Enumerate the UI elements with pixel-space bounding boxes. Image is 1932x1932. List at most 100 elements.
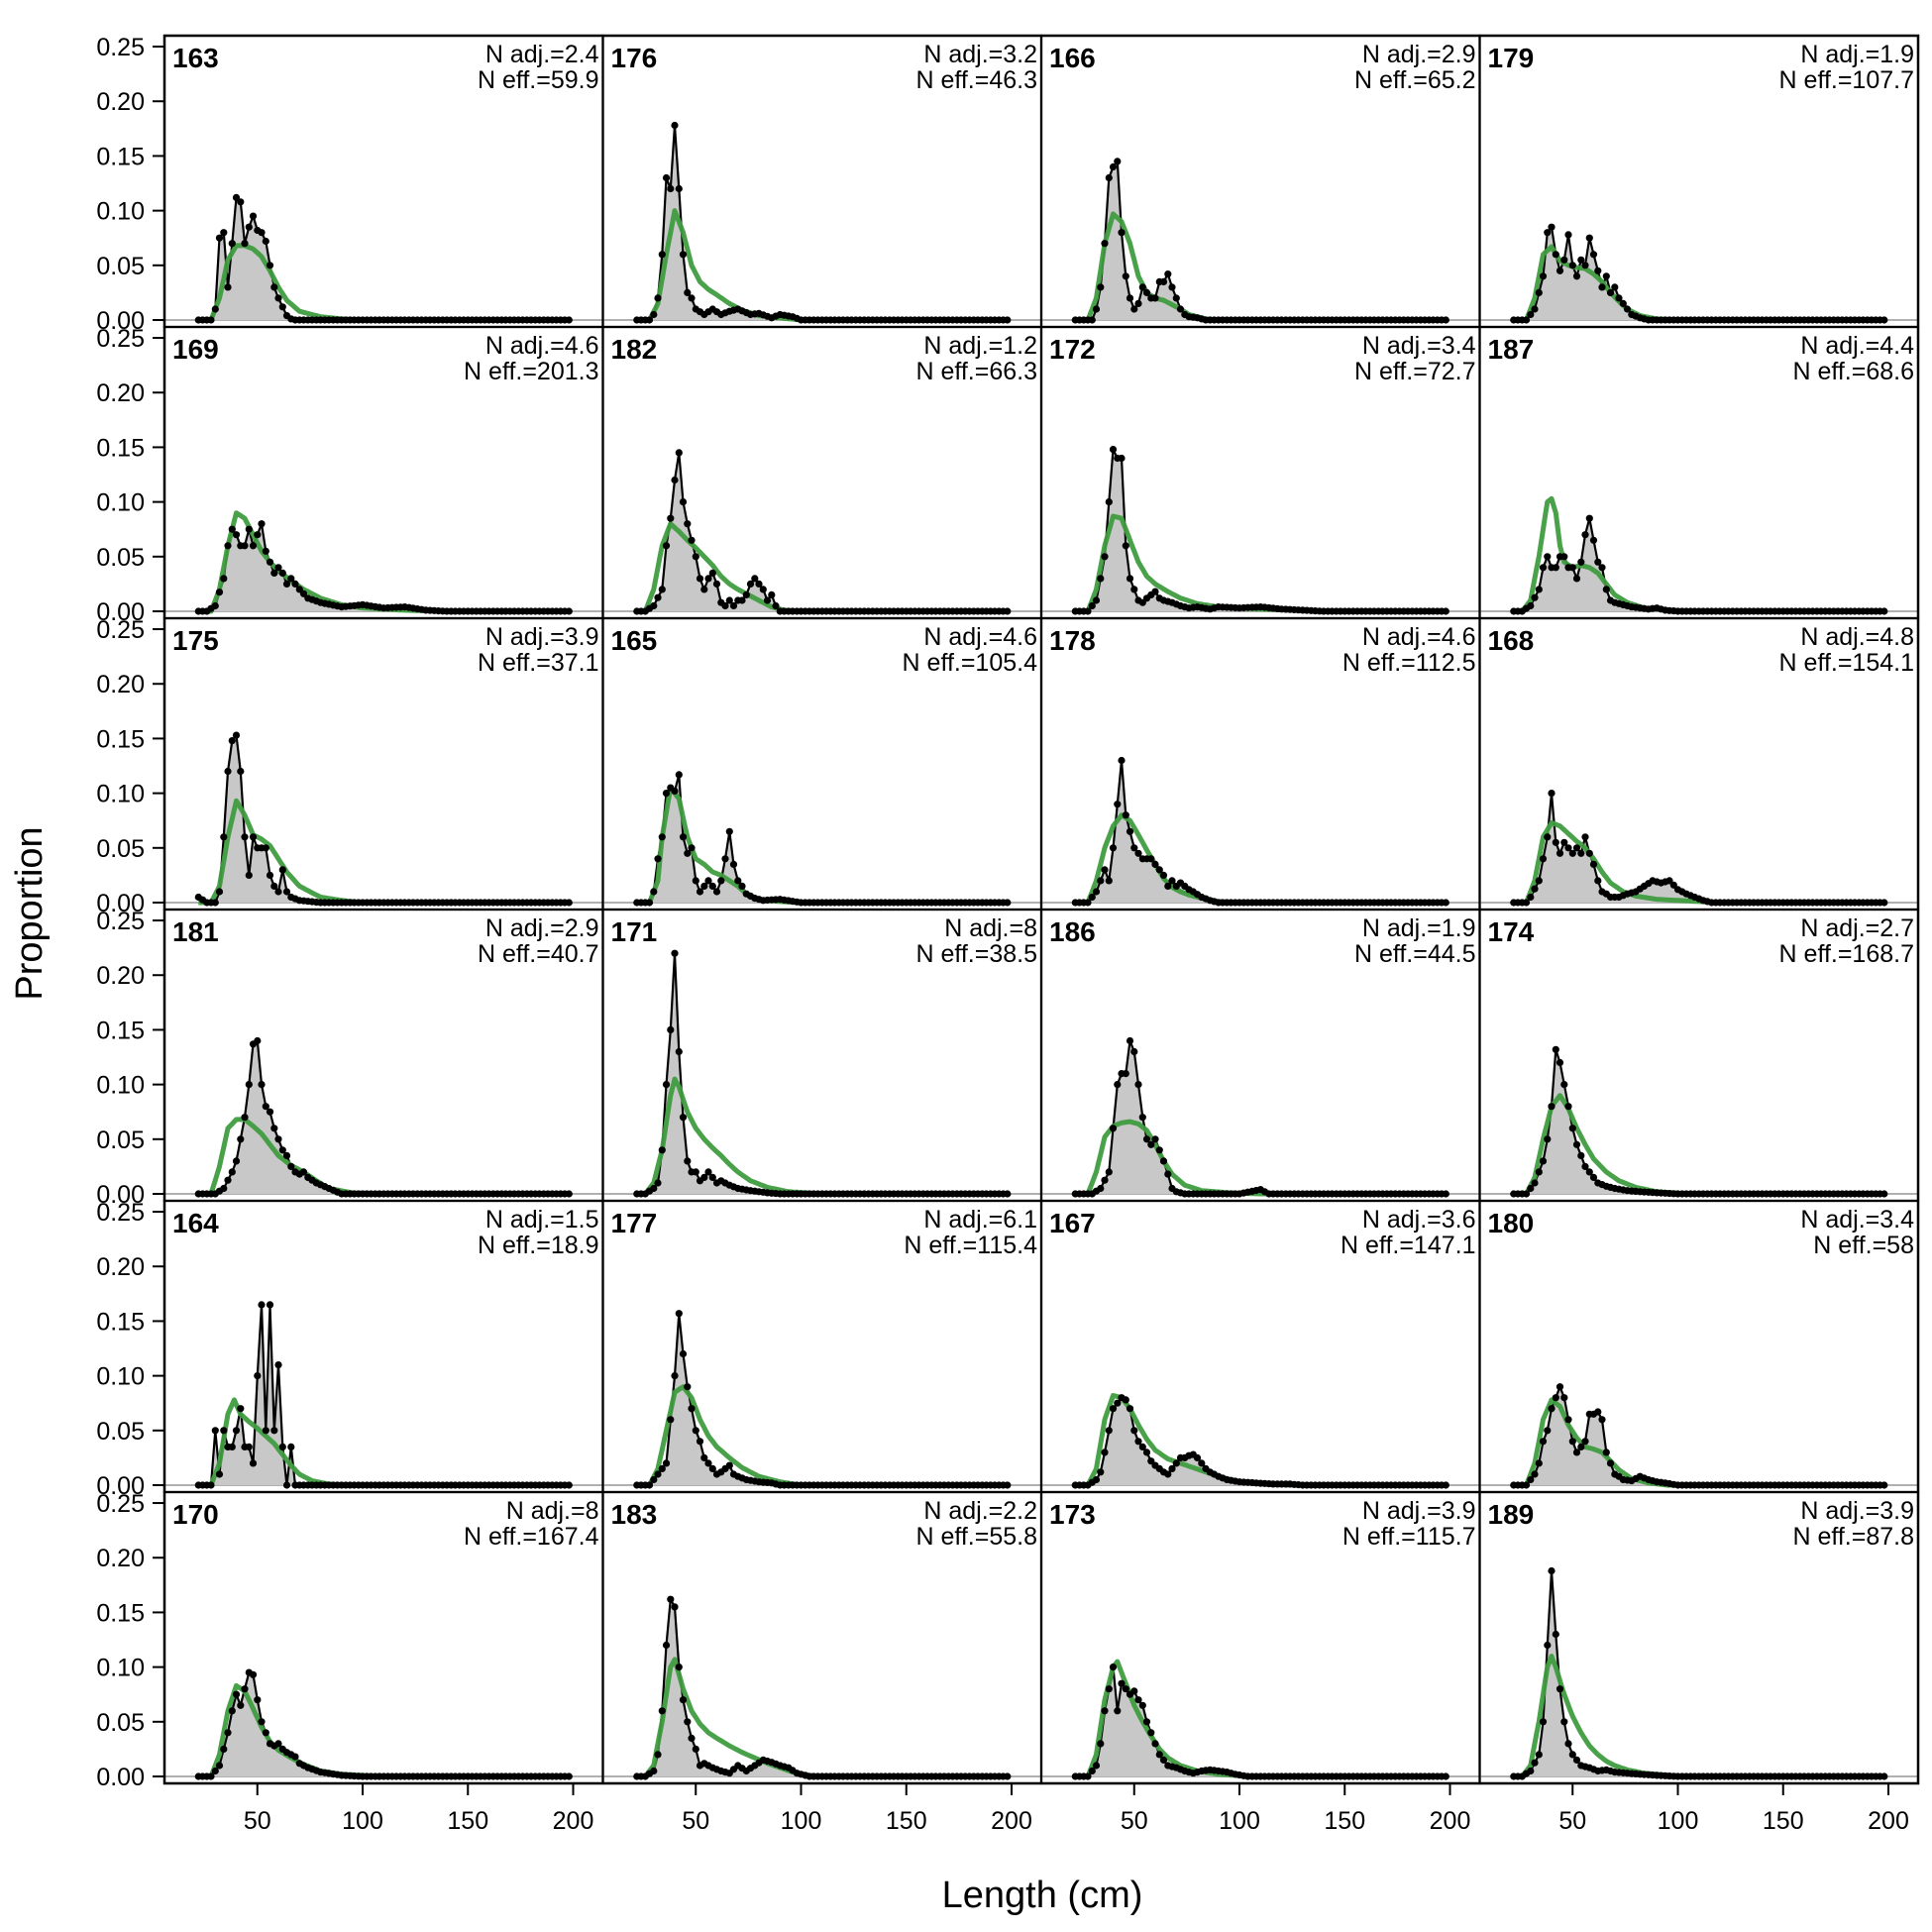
- observed-point: [237, 198, 245, 206]
- axes-layer: 0.000.050.100.150.200.250.000.050.100.15…: [96, 34, 1920, 1835]
- observed-point: [282, 888, 291, 896]
- panel-177: 177 N adj.=6.1N eff.=115.4: [601, 1199, 1043, 1494]
- observed-point: [704, 575, 712, 583]
- observed-points: [194, 1036, 573, 1198]
- observed-point: [262, 1729, 269, 1737]
- observed-point: [763, 596, 772, 604]
- observed-point: [1577, 558, 1585, 566]
- observed-point: [1556, 1685, 1564, 1693]
- observed-point: [274, 564, 282, 572]
- observed-point: [738, 882, 746, 891]
- panel-label: 176: [611, 43, 658, 73]
- observed-point: [1880, 316, 1888, 324]
- panel-label: 186: [1049, 916, 1096, 947]
- panel-label: 166: [1049, 43, 1096, 73]
- observed-points: [633, 949, 1012, 1198]
- n-adj-label: N adj.=4.6: [923, 623, 1037, 651]
- observed-point: [266, 1108, 274, 1116]
- observed-point: [1527, 601, 1535, 610]
- observed-point: [675, 1047, 683, 1056]
- observed-point: [228, 1707, 236, 1715]
- panel-label: 171: [611, 916, 658, 947]
- observed-point: [1556, 1058, 1564, 1067]
- observed-point: [708, 569, 716, 578]
- observed-point: [241, 1685, 249, 1693]
- y-tick-label: 0.05: [96, 544, 145, 572]
- observed-point: [1134, 1438, 1142, 1446]
- observed-point: [211, 1767, 219, 1775]
- x-tick-label: 50: [1558, 1807, 1586, 1835]
- observed-point: [1531, 593, 1539, 601]
- observed-point: [228, 1168, 236, 1176]
- observed-point: [274, 1135, 282, 1143]
- observed-point: [254, 531, 262, 539]
- observed-point: [1568, 564, 1576, 572]
- n-adj-label: N adj.=1.9: [1800, 41, 1914, 68]
- observed-point: [1097, 283, 1105, 291]
- observed-point: [671, 121, 679, 130]
- observed-point: [1880, 1190, 1888, 1198]
- observed-point: [688, 1405, 696, 1413]
- observed-point: [1151, 588, 1159, 595]
- x-tick-label: 200: [1868, 1807, 1909, 1835]
- observed-point: [746, 580, 755, 589]
- observed-points: [1071, 446, 1449, 615]
- n-adj-label: N adj.=3.9: [1800, 1497, 1914, 1525]
- observed-point: [684, 520, 692, 528]
- observed-point: [650, 310, 658, 319]
- observed-point: [1527, 1475, 1535, 1484]
- observed-point: [734, 877, 742, 885]
- observed-point: [1539, 1157, 1548, 1165]
- observed-point: [721, 601, 729, 610]
- observed-point: [675, 449, 683, 457]
- observed-point: [759, 586, 767, 593]
- observed-point: [1092, 1475, 1101, 1484]
- observed-point: [1101, 553, 1109, 561]
- panel-label: 178: [1049, 625, 1096, 656]
- observed-point: [1606, 288, 1615, 296]
- observed-point: [215, 1470, 224, 1478]
- observed-point: [1198, 1459, 1206, 1467]
- observed-point: [211, 1427, 219, 1435]
- observed-point: [241, 542, 249, 550]
- observed-point: [662, 173, 671, 182]
- observed-point: [1164, 882, 1172, 891]
- observed-point: [1598, 283, 1606, 291]
- observed-area: [636, 452, 1008, 611]
- observed-point: [1109, 1125, 1118, 1132]
- observed-area: [1075, 1666, 1447, 1776]
- y-tick-label: 0.15: [96, 143, 145, 170]
- observed-point: [667, 1416, 675, 1424]
- observed-point: [1544, 1427, 1552, 1435]
- observed-point: [258, 1718, 266, 1726]
- observed-point: [1522, 1481, 1531, 1489]
- observed-point: [1118, 229, 1126, 237]
- observed-line: [636, 953, 1008, 1196]
- observed-point: [650, 1475, 658, 1484]
- observed-point: [241, 1114, 249, 1122]
- observed-point: [1004, 316, 1012, 324]
- observed-point: [654, 1470, 662, 1478]
- observed-line: [198, 1304, 570, 1487]
- observed-point: [1142, 288, 1151, 296]
- n-adj-label: N adj.=3.6: [1362, 1206, 1476, 1234]
- y-tick-label: 0.05: [96, 1418, 145, 1446]
- observed-point: [688, 294, 696, 302]
- observed-point: [254, 1696, 262, 1704]
- x-tick-label: 150: [886, 1807, 927, 1835]
- observed-point: [1606, 1459, 1615, 1467]
- observed-point: [1880, 1481, 1888, 1489]
- observed-point: [282, 1481, 291, 1489]
- y-tick-label: 0.20: [96, 1545, 145, 1572]
- panel-165: 165 N adj.=4.6N eff.=105.4: [601, 616, 1043, 912]
- observed-point: [1159, 277, 1168, 285]
- observed-point: [1109, 1405, 1118, 1413]
- observed-points: [1071, 1664, 1449, 1780]
- observed-point: [679, 1114, 688, 1122]
- observed-point: [270, 283, 278, 291]
- observed-point: [1531, 1759, 1539, 1767]
- observed-point: [274, 1740, 282, 1748]
- observed-point: [1138, 1701, 1146, 1709]
- observed-point: [1164, 270, 1172, 278]
